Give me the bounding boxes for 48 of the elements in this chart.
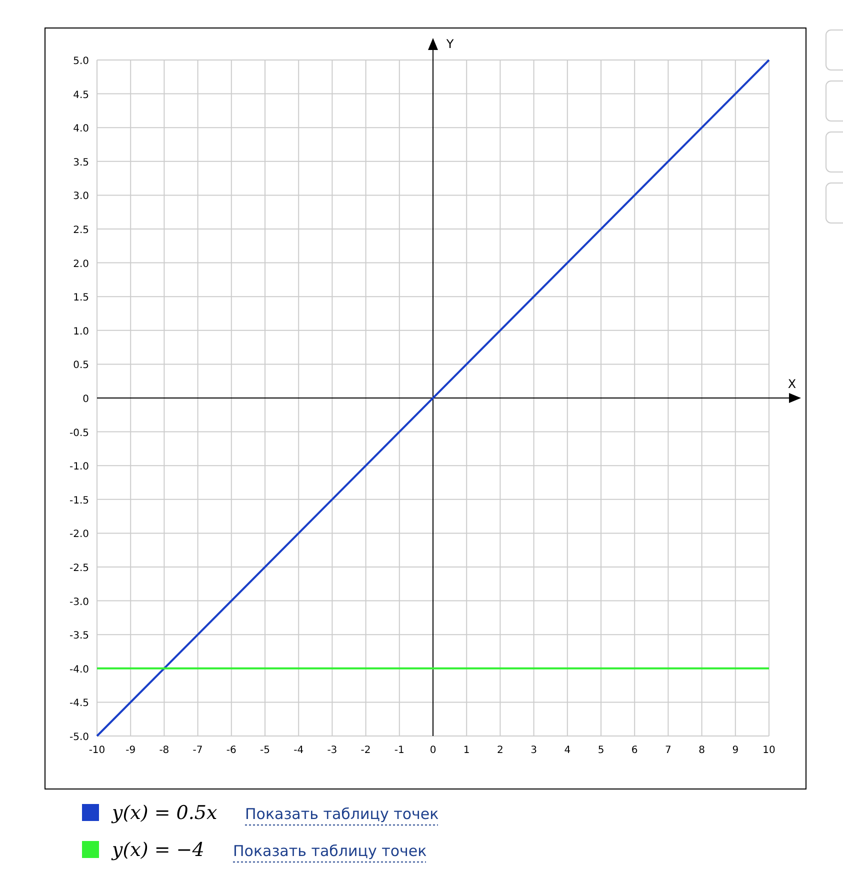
x-tick-label: -8 bbox=[159, 745, 170, 756]
x-axis-title: X bbox=[788, 377, 796, 391]
x-tick-label: -5 bbox=[260, 745, 270, 756]
y-tick-label: -3.5 bbox=[69, 630, 89, 642]
x-tick-label: 0 bbox=[430, 745, 436, 756]
x-tick-label: 8 bbox=[698, 745, 705, 756]
x-tick-label: -3 bbox=[327, 745, 338, 756]
x-tick-label: -2 bbox=[360, 745, 371, 756]
y-tick-label: 2.5 bbox=[73, 225, 89, 236]
x-tick-label: -1 bbox=[394, 745, 404, 756]
text: Показать таблицу точек bbox=[233, 842, 427, 860]
x-tick-label: 7 bbox=[665, 745, 672, 756]
y-tick-label: 1.0 bbox=[73, 326, 89, 338]
x-tick-label: 6 bbox=[631, 745, 638, 756]
y-tick-label: -5.0 bbox=[69, 732, 89, 743]
y-tick-label: 1.5 bbox=[73, 292, 89, 304]
x-tick-label: 1 bbox=[463, 745, 470, 756]
x-tick-label: 4 bbox=[564, 745, 571, 756]
x-tick-label: 5 bbox=[598, 745, 604, 756]
y-tick-label: 3.0 bbox=[73, 191, 89, 202]
y-tick-label: 4.5 bbox=[73, 90, 89, 101]
y-tick-label: -2.0 bbox=[69, 529, 89, 540]
y-axis-title: Y bbox=[445, 37, 454, 51]
x-tick-label: 3 bbox=[530, 745, 537, 756]
y-tick-label: -2.5 bbox=[69, 563, 89, 574]
y-tick-label: -4.0 bbox=[69, 664, 89, 676]
y-tick-label: -1.5 bbox=[69, 495, 89, 506]
y-tick-label: 0.5 bbox=[73, 360, 89, 372]
x-tick-label: 9 bbox=[732, 745, 739, 756]
x-tick-label: -10 bbox=[88, 745, 106, 756]
x-tick-label: -7 bbox=[192, 745, 203, 756]
y-tick-label: -0.5 bbox=[69, 428, 89, 439]
y-tick-label: 0 bbox=[82, 394, 89, 405]
y-tick-label: 4.0 bbox=[73, 124, 89, 135]
x-tick-label: -9 bbox=[126, 745, 136, 756]
x-tick-label: -6 bbox=[226, 745, 236, 756]
y-tick-label: 3.5 bbox=[73, 157, 89, 168]
y-tick-label: -4.5 bbox=[69, 698, 89, 710]
y-tick-label: 2.0 bbox=[73, 258, 89, 270]
y-tick-label: -3.0 bbox=[69, 596, 89, 608]
y-tick-label: -1.0 bbox=[69, 462, 89, 473]
legend-label: y(x) = −4 bbox=[111, 839, 204, 861]
y-tick-label: 5.0 bbox=[73, 56, 89, 67]
text: Показать таблицу точек bbox=[245, 805, 439, 823]
x-tick-label: 10 bbox=[762, 745, 776, 756]
legend-label: y(x) = 0.5x bbox=[111, 802, 218, 824]
x-tick-label: 2 bbox=[497, 745, 504, 756]
x-tick-label: -4 bbox=[294, 745, 304, 756]
